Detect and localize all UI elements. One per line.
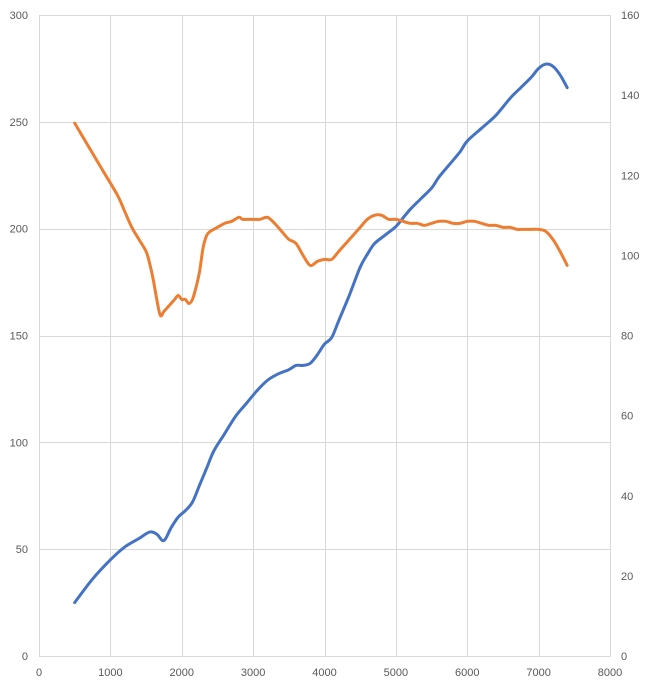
series-line-left-axis [73,62,569,605]
y-right-tick-label: 80 [621,331,633,343]
x-tick-label: 8000 [598,667,622,679]
y-left-tick-label: 100 [10,437,28,449]
y-left-tick-label: 250 [10,117,28,129]
y-axis-right: 0 20 40 60 80 100 120 140 160 [621,10,639,663]
series-lines [73,62,569,605]
y-right-tick-label: 120 [621,170,639,182]
y-right-tick-label: 20 [621,571,633,583]
y-right-tick-label: 60 [621,411,633,423]
x-tick-label: 1000 [98,667,122,679]
x-tick-label: 4000 [312,667,336,679]
x-tick-label: 7000 [526,667,550,679]
y-right-tick-label: 0 [621,651,627,663]
x-tick-label: 5000 [384,667,408,679]
y-right-tick-label: 160 [621,10,639,22]
x-tick-label: 0 [36,667,42,679]
plot-border [39,15,611,657]
x-tick-label: 6000 [455,667,479,679]
y-left-tick-label: 200 [10,224,28,236]
y-right-tick-label: 100 [621,250,639,262]
series-line-right-axis [73,121,569,318]
y-right-tick-label: 140 [621,90,639,102]
y-left-tick-label: 300 [10,10,28,22]
y-left-tick-label: 0 [22,651,28,663]
y-axis-left: 0 50 100 150 200 250 300 [10,10,28,663]
gridlines [39,15,611,657]
x-tick-label: 2000 [170,667,194,679]
y-left-tick-label: 150 [10,331,28,343]
y-right-tick-label: 40 [621,491,633,503]
x-tick-label: 3000 [241,667,265,679]
x-axis: 0 1000 2000 3000 4000 5000 6000 7000 8000 [36,667,622,679]
y-left-tick-label: 50 [16,544,28,556]
